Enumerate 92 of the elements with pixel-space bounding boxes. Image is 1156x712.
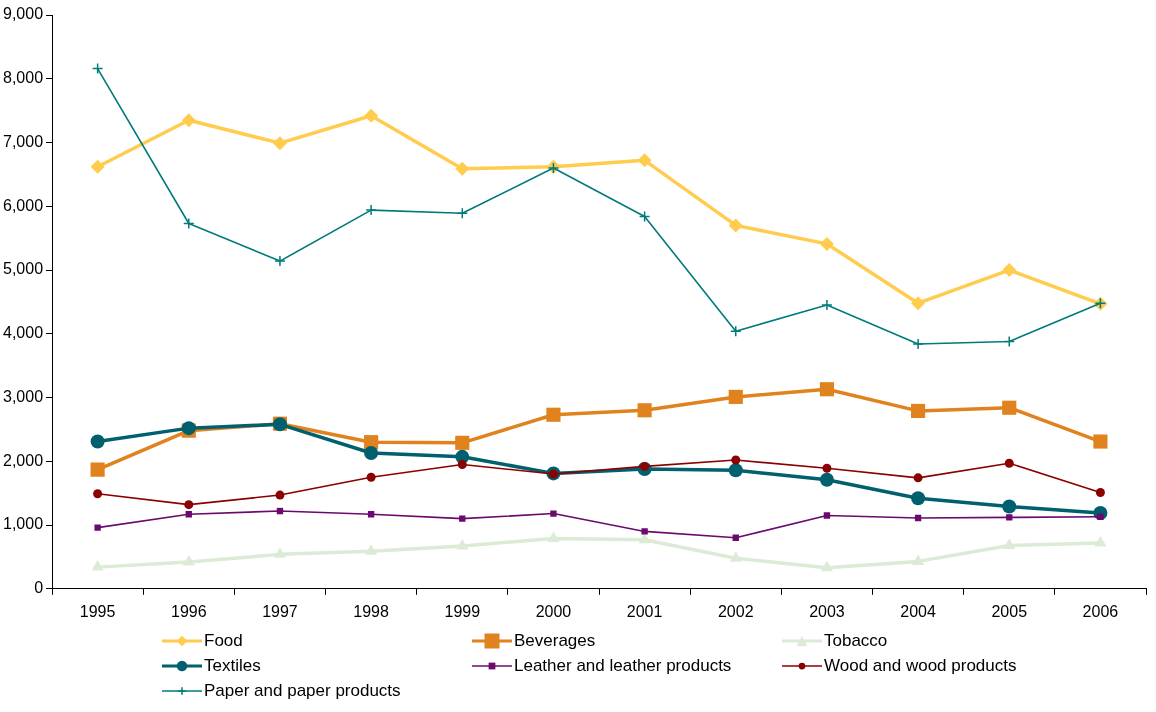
point [272, 136, 287, 151]
point [1093, 434, 1108, 449]
point [1095, 488, 1105, 498]
point [93, 489, 103, 499]
point [91, 560, 104, 571]
point [181, 113, 196, 128]
legend-label: Food [204, 630, 243, 651]
point [90, 462, 105, 477]
point [546, 407, 561, 422]
point [823, 512, 831, 519]
point [364, 446, 379, 460]
point [456, 207, 469, 220]
point [1094, 535, 1107, 547]
point [819, 382, 834, 397]
y-tick-label: 7,000 [2, 132, 44, 150]
point [1006, 514, 1013, 521]
x-tick-label: 2006 [1082, 602, 1119, 620]
point [912, 338, 924, 350]
point [365, 544, 378, 555]
legend-label: Leather and leather products [514, 655, 732, 676]
point [821, 299, 833, 311]
point [90, 434, 105, 449]
x-tick-label: 1999 [444, 602, 481, 620]
point [1002, 263, 1017, 278]
point [550, 510, 557, 517]
point [274, 255, 286, 267]
point [364, 108, 379, 123]
x-tick-label: 1996 [170, 602, 207, 620]
x-tick-label: 1997 [262, 602, 298, 620]
point [911, 296, 926, 311]
point [366, 472, 376, 482]
point [911, 491, 926, 506]
point [184, 500, 194, 510]
point [1003, 335, 1016, 348]
point [728, 389, 743, 404]
point [637, 153, 652, 168]
point [91, 62, 104, 75]
x-tick-label: 2004 [900, 602, 936, 620]
point [365, 204, 377, 216]
point [547, 531, 560, 542]
point [1002, 499, 1017, 514]
point [455, 435, 470, 450]
point [455, 161, 470, 176]
x-tick-label: 1995 [79, 602, 116, 620]
point [913, 473, 923, 483]
point [820, 560, 833, 572]
point [641, 528, 648, 535]
y-tick-label: 0 [34, 579, 44, 597]
y-tick-label: 2,000 [2, 451, 44, 469]
point [273, 547, 287, 558]
x-tick-label: 2005 [991, 602, 1028, 620]
point [456, 539, 469, 550]
y-tick-label: 1,000 [2, 515, 44, 533]
point [638, 210, 651, 223]
legend-label: Wood and wood products [824, 655, 1017, 676]
point [728, 463, 743, 478]
y-tick-label: 9,000 [2, 5, 44, 23]
point [912, 554, 925, 565]
point [640, 461, 650, 471]
point [637, 403, 652, 418]
point [459, 515, 466, 522]
y-tick-label: 8,000 [2, 69, 44, 87]
point [1002, 400, 1017, 415]
point [183, 217, 195, 230]
y-tick-label: 4,000 [2, 324, 44, 342]
legend-label: Textiles [204, 655, 261, 676]
y-tick-label: 5,000 [2, 260, 44, 278]
point [822, 463, 832, 473]
point [94, 524, 101, 531]
point [731, 455, 741, 465]
point [182, 555, 195, 566]
x-tick-label: 2002 [717, 602, 754, 620]
x-tick-label: 2001 [626, 602, 663, 620]
x-tick-label: 2003 [809, 602, 845, 620]
x-tick-label: 1998 [353, 602, 390, 620]
y-tick-label: 6,000 [2, 196, 44, 214]
legend-label: Tobacco [824, 630, 888, 651]
x-tick-label: 2000 [535, 602, 572, 620]
point [457, 459, 467, 469]
point [728, 218, 743, 233]
y-tick-label: 3,000 [2, 387, 44, 405]
legend-label: Beverages [514, 630, 596, 651]
point [275, 490, 285, 500]
legend-label: Paper and paper products [204, 680, 401, 701]
point [911, 403, 926, 418]
point [730, 325, 742, 337]
point [90, 159, 105, 174]
point [729, 551, 742, 562]
point [819, 472, 834, 487]
point [1004, 458, 1014, 468]
point [1003, 538, 1016, 549]
point [819, 236, 834, 251]
